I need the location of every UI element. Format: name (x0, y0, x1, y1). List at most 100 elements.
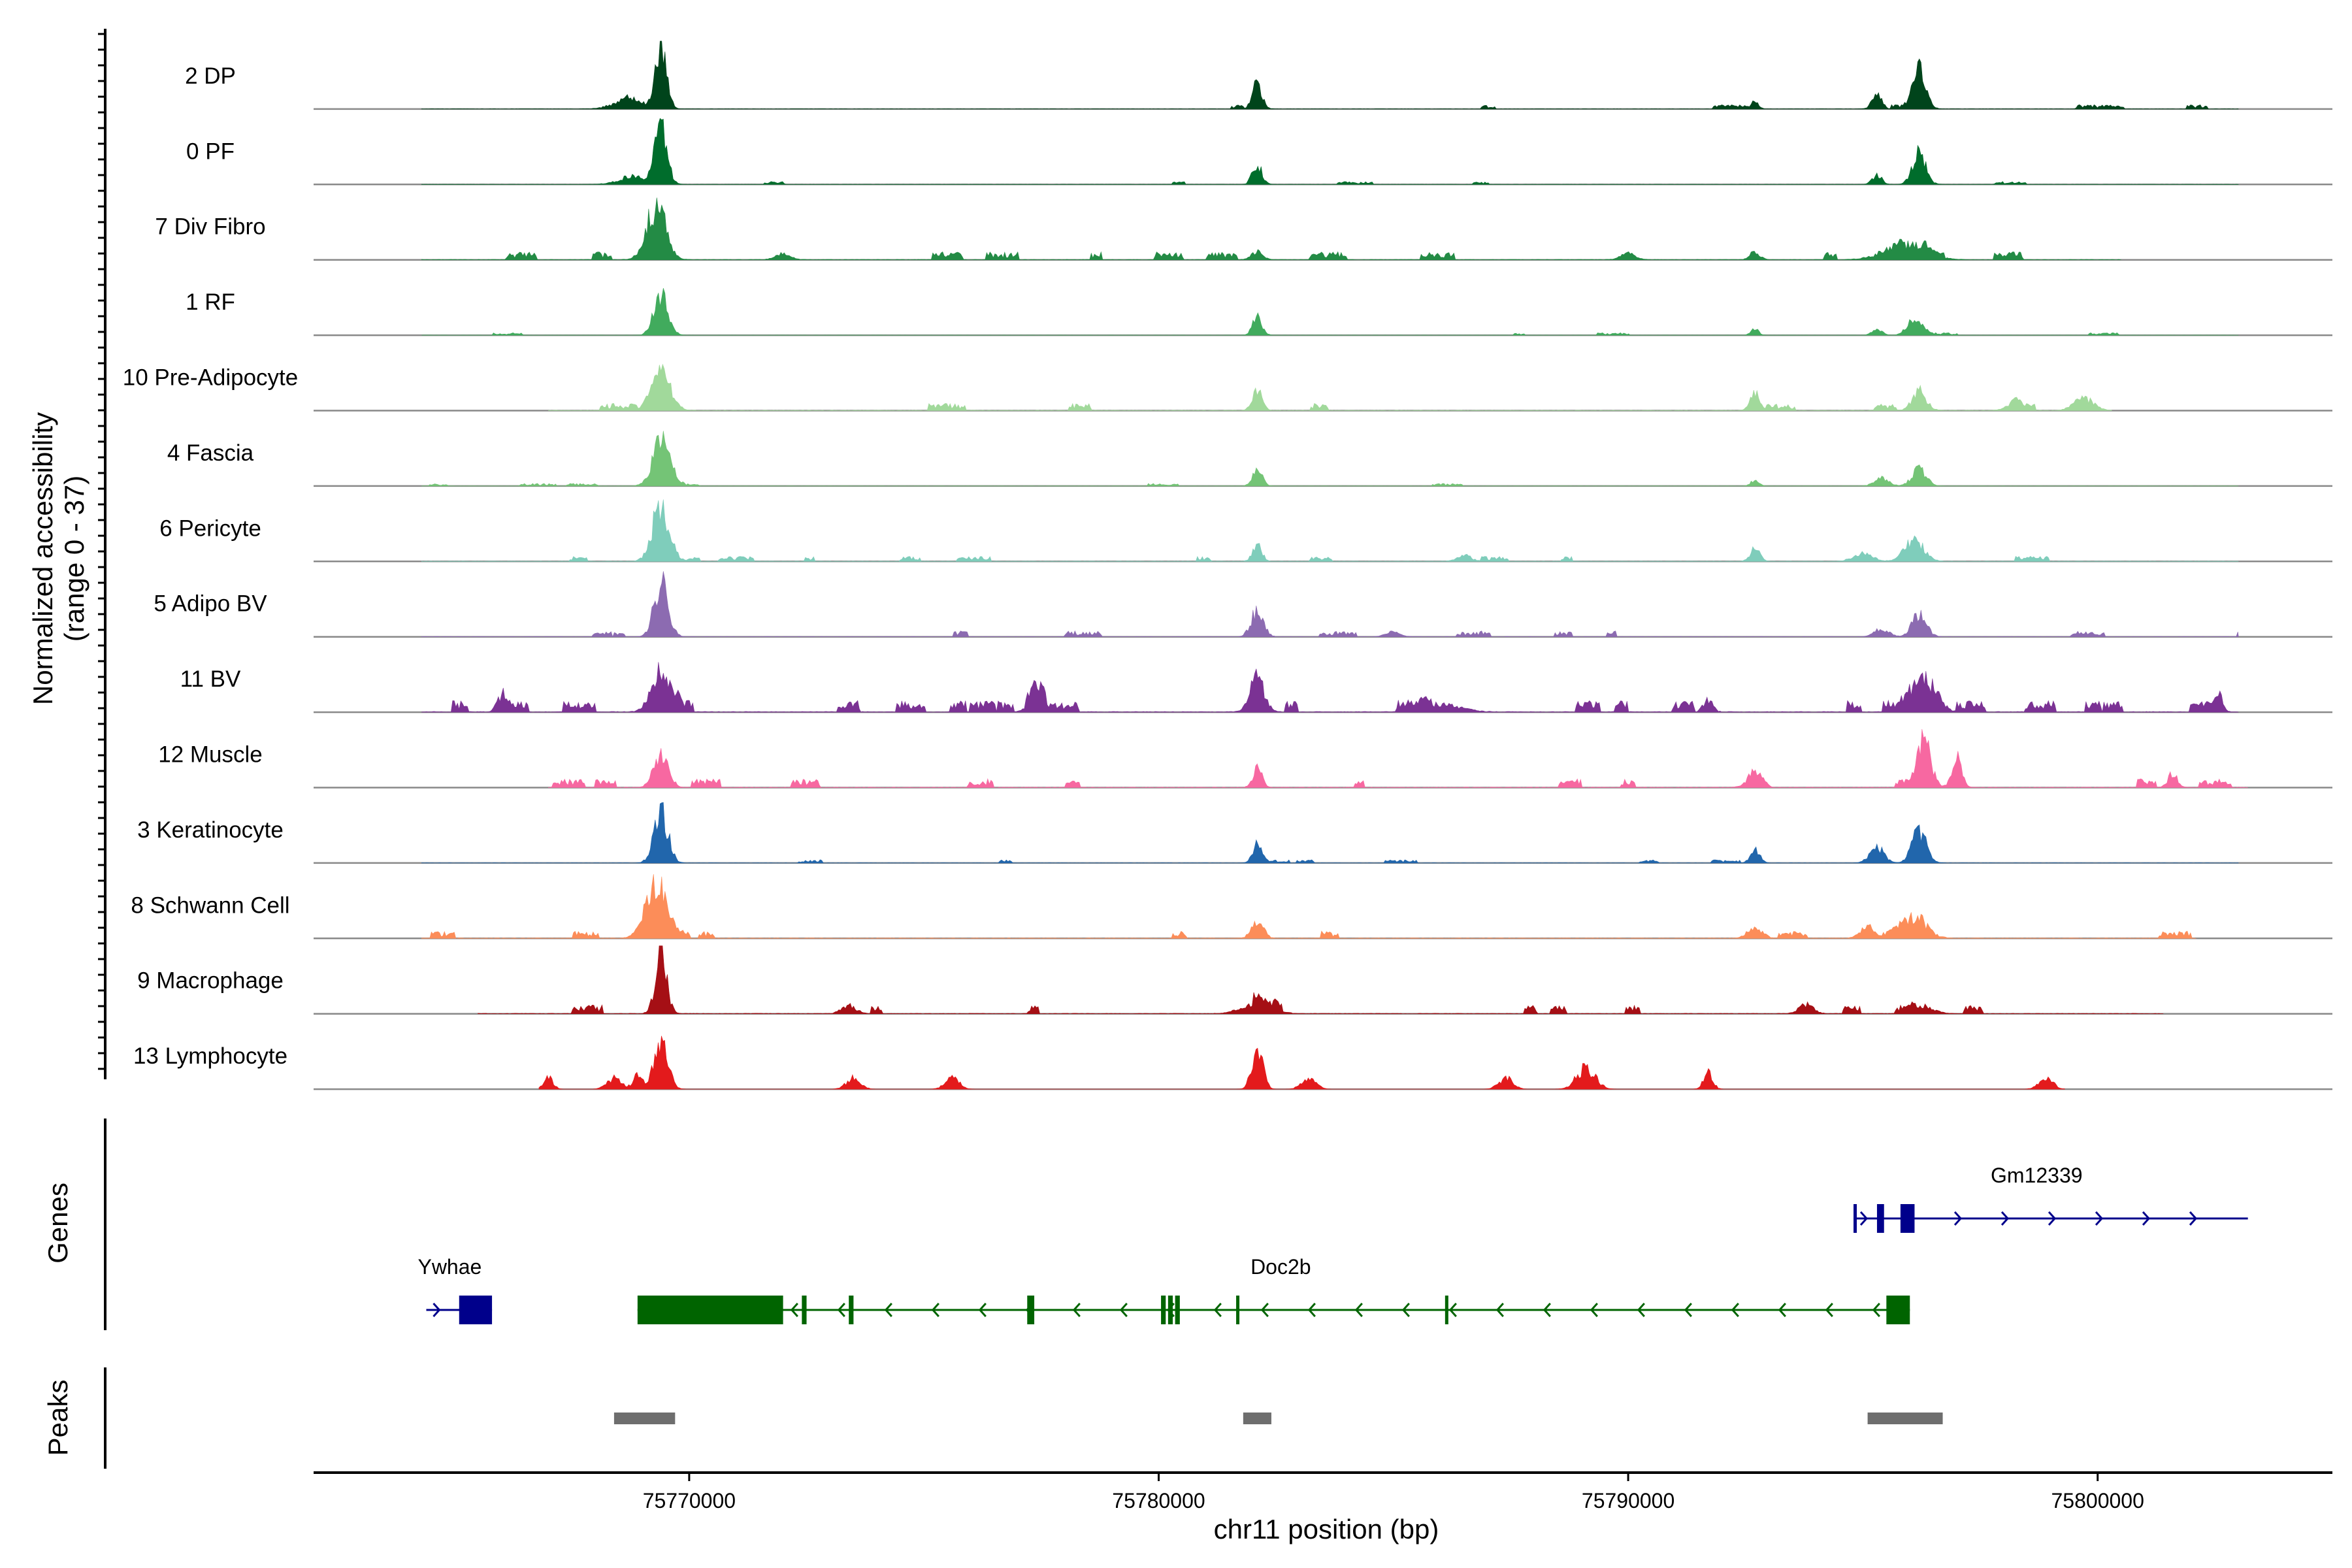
track-1-rf: 1 RF (186, 287, 2332, 336)
strand-chevron (1872, 1302, 1880, 1318)
strand-chevron (837, 1302, 845, 1318)
gene-label-gm12339: Gm12339 (1991, 1164, 2083, 1187)
strand-chevron (2048, 1211, 2057, 1226)
strand-chevron (433, 1302, 441, 1318)
gene-ywhae: Ywhae (417, 1255, 493, 1324)
track-label-12-muscle: 12 Muscle (158, 742, 263, 768)
track-label-13-lymphocyte: 13 Lymphocyte (133, 1043, 287, 1069)
strand-chevron (1260, 1302, 1269, 1318)
gene-exon (1886, 1296, 1910, 1324)
coverage-area-13-lymphocyte (538, 1036, 2065, 1090)
coverage-area-12-muscle (548, 728, 2248, 788)
coverage-area-6-pericyte (421, 499, 2239, 562)
track-label-11-bv: 11 BV (180, 666, 241, 692)
gene-exon (1236, 1296, 1240, 1324)
peak-region-bar (613, 1413, 676, 1424)
strand-chevron (1684, 1302, 1692, 1318)
x-tick-label: 75770000 (643, 1489, 736, 1512)
track-label-9-macrophage: 9 Macrophage (137, 968, 284, 994)
track-5-adipo-bv: 5 Adipo BV (154, 571, 2332, 638)
gene-exon (1876, 1204, 1884, 1233)
track-label-5-adipo-bv: 5 Adipo BV (154, 591, 267, 617)
peaks-track-title: Peaks (42, 1380, 73, 1456)
track-12-muscle: 12 Muscle (158, 728, 2332, 789)
x-tick-label: 75790000 (1582, 1489, 1674, 1512)
strand-chevron (1543, 1302, 1551, 1318)
x-axis-ticks: 75770000 75780000 75790000 75800000 (643, 1473, 2144, 1512)
track-13-lymphocyte: 13 Lymphocyte (133, 1036, 2332, 1090)
strand-chevron (1448, 1302, 1457, 1318)
gene-exon (459, 1296, 493, 1324)
strand-chevron (1859, 1211, 1869, 1226)
gene-gm12339: Gm12339 (1854, 1164, 2248, 1233)
coverage-area-9-macrophage (478, 945, 2164, 1015)
track-9-macrophage: 9 Macrophage (137, 945, 2332, 1015)
track-0-pf: 0 PF (186, 118, 2332, 186)
gene-exon (1900, 1204, 1915, 1233)
x-tick-label: 75800000 (2051, 1489, 2144, 1512)
coverage-tracks: 2 DP 0 PF 7 Div Fibro 1 RF 10 Pre-Adipocyte 4… (123, 41, 2332, 1090)
peak-regions (613, 1413, 1943, 1424)
peak-region-bar (1867, 1413, 1943, 1424)
y-axis-title-line2: (range 0 - 37) (59, 476, 90, 642)
track-3-keratinocyte: 3 Keratinocyte (137, 802, 2332, 864)
strand-chevron (1401, 1302, 1410, 1318)
gene-label-ywhae: Ywhae (417, 1255, 482, 1279)
track-label-6-pericyte: 6 Pericyte (159, 515, 261, 541)
track-2-dp: 2 DP (185, 41, 2332, 110)
y-axis-title-line1: Normalized accessibility (27, 412, 58, 705)
track-label-1-rf: 1 RF (186, 289, 235, 315)
track-6-pericyte: 6 Pericyte (159, 499, 2332, 563)
track-11-bv: 11 BV (180, 662, 2332, 713)
strand-chevron (790, 1302, 798, 1318)
gene-exon (1854, 1204, 1857, 1233)
strand-chevron (2095, 1211, 2104, 1226)
strand-chevron (1213, 1302, 1222, 1318)
strand-chevron (1731, 1302, 1739, 1318)
strand-chevron (1953, 1211, 1963, 1226)
gene-annotations: Ywhae Doc2b Gm12339 (417, 1164, 2248, 1324)
strand-chevron (2142, 1211, 2151, 1226)
coverage-area-10-pre-adipocyte (548, 363, 2112, 411)
gene-exon (849, 1296, 854, 1324)
track-label-7-div-fibro: 7 Div Fibro (155, 214, 265, 240)
track-8-schwann-cell: 8 Schwann Cell (131, 874, 2332, 939)
coverage-area-5-adipo-bv (421, 571, 2239, 638)
strand-chevron (1778, 1302, 1786, 1318)
coverage-area-2-dp (421, 41, 2239, 110)
coverage-area-8-schwann-cell (421, 874, 2197, 939)
coverage-area-4-fascia (421, 431, 2239, 487)
gene-exon (1445, 1296, 1448, 1324)
track-4-fascia: 4 Fascia (167, 431, 2332, 487)
coverage-area-7-div-fibro (421, 197, 2121, 261)
strand-chevron (1590, 1302, 1598, 1318)
track-label-4-fascia: 4 Fascia (167, 440, 254, 466)
strand-chevron (1637, 1302, 1645, 1318)
track-label-8-schwann-cell: 8 Schwann Cell (131, 892, 289, 918)
strand-chevron (1119, 1302, 1128, 1318)
gene-exon (802, 1296, 807, 1324)
strand-chevron (1825, 1302, 1833, 1318)
gene-exon (1175, 1296, 1180, 1324)
strand-chevron (2189, 1211, 2198, 1226)
track-7-div-fibro: 7 Div Fibro (155, 197, 2332, 261)
gene-exon (1168, 1296, 1173, 1324)
coverage-area-3-keratinocyte (421, 802, 2239, 864)
gene-exon (1161, 1296, 1166, 1324)
track-label-10-pre-adipocyte: 10 Pre-Adipocyte (123, 365, 298, 391)
track-10-pre-adipocyte: 10 Pre-Adipocyte (123, 363, 2332, 412)
strand-chevron (1072, 1302, 1081, 1318)
strand-chevron (884, 1302, 892, 1318)
gene-exon (637, 1296, 783, 1324)
peak-region-bar (1243, 1413, 1271, 1424)
track-label-2-dp: 2 DP (185, 63, 236, 89)
strand-chevron (1307, 1302, 1316, 1318)
track-label-0-pf: 0 PF (186, 139, 235, 164)
coverage-area-0-pf (421, 118, 2239, 185)
coverage-area-1-rf (421, 287, 2239, 336)
x-axis-title: chr11 position (bp) (1214, 1514, 1439, 1544)
coverage-y-ticks (98, 33, 105, 1070)
strand-chevron (2001, 1211, 2010, 1226)
gene-exon (1027, 1296, 1035, 1324)
